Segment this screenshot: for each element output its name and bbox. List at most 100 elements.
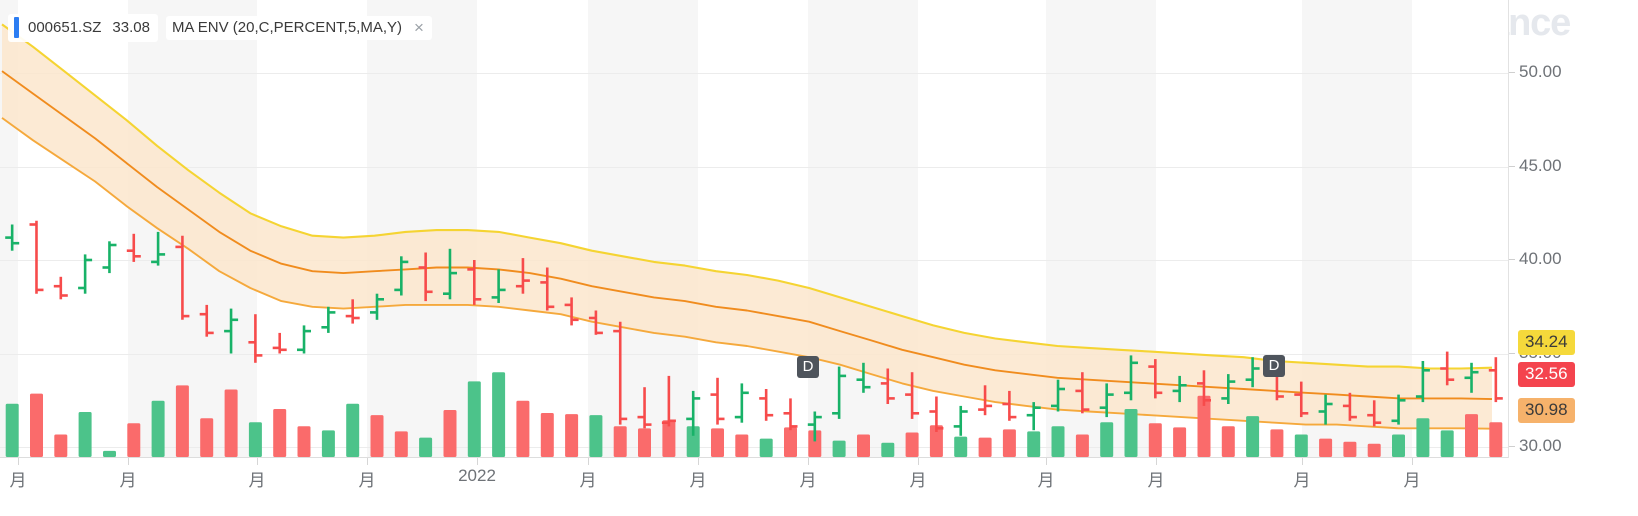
volume-bar: [540, 413, 554, 457]
close-icon[interactable]: ×: [414, 18, 424, 37]
volume-bar: [613, 426, 627, 457]
volume-bar: [5, 403, 19, 457]
legend-indicator-chip[interactable]: MA ENV (20,C,PERCENT,5,MA,Y) ×: [165, 16, 432, 40]
price-tag[interactable]: 34.24: [1518, 330, 1575, 355]
volume-bar: [516, 400, 530, 457]
gridline: [0, 73, 1508, 74]
ohlc-bar: [710, 377, 725, 425]
volume-bar: [589, 415, 603, 457]
volume-bar: [78, 412, 92, 457]
ohlc-bar: [880, 368, 895, 404]
volume-bar: [881, 442, 895, 457]
date-tick-label: 月: [119, 471, 137, 490]
ohlc-bar: [734, 383, 749, 423]
date-tick-mark: [367, 458, 368, 465]
volume-bar: [1343, 441, 1357, 457]
volume-bar: [1100, 422, 1114, 457]
date-tick-mark: [1302, 458, 1303, 465]
date-tick-label: 月: [1147, 471, 1165, 490]
volume-bar: [200, 418, 214, 457]
date-axis[interactable]: 月 月 月 月 2022 月 月 月 月 月 月 月 月: [0, 458, 1508, 516]
ohlc-bar: [1245, 357, 1260, 388]
ohlc-bar: [1051, 379, 1065, 412]
ohlc-bar: [1367, 400, 1382, 427]
volume-bar: [151, 400, 165, 457]
volume-bar: [857, 434, 870, 457]
volume-bar: [1221, 426, 1235, 457]
date-tick-label: 月: [1403, 471, 1421, 490]
volume-bar: [759, 438, 773, 457]
ohlc-bar: [540, 267, 555, 311]
date-tick-label: 月: [9, 471, 27, 490]
ohlc-bar: [905, 372, 920, 419]
date-tick-label: 月: [1293, 471, 1311, 490]
ohlc-bar: [370, 293, 384, 320]
volume-bars-layer: [5, 372, 1503, 457]
ohlc-bar: [759, 389, 774, 421]
volume-bar: [784, 427, 797, 457]
volume-bar: [1319, 438, 1333, 457]
date-tick-mark: [1046, 458, 1047, 465]
volume-bar: [638, 428, 651, 457]
ohlc-bar: [272, 332, 287, 354]
ohlc-bar: [1124, 355, 1138, 401]
volume-bar: [711, 428, 724, 457]
volume-bar: [1051, 426, 1065, 457]
volume-bar: [1270, 429, 1284, 457]
date-tick-mark: [1412, 458, 1413, 465]
ohlc-bar: [929, 396, 944, 432]
ohlc-bar: [953, 405, 968, 436]
volume-bar: [103, 450, 116, 457]
ohlc-bar: [394, 256, 409, 296]
date-tick-mark: [257, 458, 258, 465]
ticker-color-swatch: [14, 17, 19, 38]
volume-bar: [54, 434, 68, 457]
volume-bar: [297, 426, 311, 457]
price-tag[interactable]: 32.56: [1518, 362, 1575, 387]
ohlc-bar: [783, 398, 798, 431]
month-stripe: [588, 0, 698, 458]
dividend-marker[interactable]: D: [797, 356, 819, 378]
volume-bar: [30, 393, 43, 457]
date-tick-label: 月: [248, 471, 266, 490]
date-tick-mark: [808, 458, 809, 465]
ohlc-bar: [321, 306, 336, 333]
price-tick-label: 50.00: [1519, 62, 1562, 81]
ohlc-bar: [53, 276, 68, 300]
date-tick-mark: [477, 458, 478, 465]
ohlc-bar: [467, 260, 482, 305]
volume-bar: [832, 440, 846, 457]
volume-bar: [370, 415, 384, 457]
ohlc-bar: [175, 235, 190, 320]
gridline: [0, 260, 1508, 261]
ohlc-bar: [564, 297, 579, 326]
date-tick-mark: [18, 458, 19, 465]
volume-bar: [419, 437, 433, 457]
ohlc-bar: [1415, 361, 1430, 403]
volume-bar: [1075, 434, 1089, 457]
volume-bar: [905, 432, 919, 457]
volume-bar: [127, 423, 141, 457]
volume-bar: [273, 409, 287, 457]
volume-bar: [1294, 434, 1308, 457]
legend-ticker-chip[interactable]: 000651.SZ 33.08: [8, 14, 158, 42]
ohlc-bar: [1075, 372, 1090, 414]
ohlc-bar: [29, 220, 44, 294]
volume-bar: [978, 437, 992, 457]
price-tag[interactable]: 30.98: [1518, 398, 1575, 423]
date-tick-mark: [588, 458, 589, 465]
ohlc-bar: [588, 310, 603, 335]
ohlc-bar: [418, 252, 433, 302]
date-tick-mark: [128, 458, 129, 465]
date-tick-mark: [1156, 458, 1157, 465]
ohlc-bar: [515, 258, 530, 294]
dividend-marker[interactable]: D: [1263, 355, 1285, 377]
volume-baseline: [0, 457, 1508, 458]
volume-bar: [346, 403, 360, 457]
ohlc-bar: [1440, 351, 1455, 386]
volume-bar: [565, 414, 579, 457]
price-axis-tick: 40.00: [1509, 249, 1562, 269]
price-tick-label: 40.00: [1519, 249, 1562, 268]
